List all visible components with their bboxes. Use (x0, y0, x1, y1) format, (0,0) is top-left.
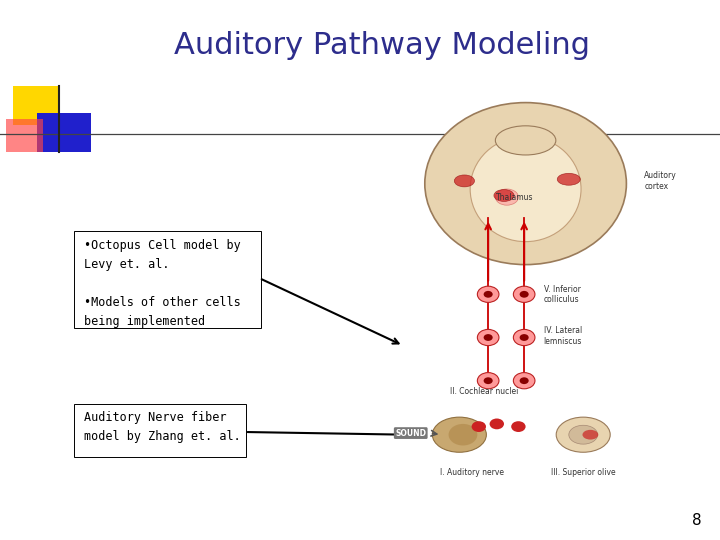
Text: IV. Lateral
lemniscus: IV. Lateral lemniscus (544, 326, 582, 346)
Circle shape (513, 329, 535, 346)
Circle shape (520, 377, 528, 384)
Bar (6, 119, 43, 152)
Ellipse shape (557, 173, 580, 185)
Ellipse shape (557, 417, 611, 453)
Text: Auditory
cortex: Auditory cortex (644, 171, 677, 191)
Text: Thalamus: Thalamus (496, 193, 534, 201)
Text: Auditory Nerve fiber
model by Zhang et. al.: Auditory Nerve fiber model by Zhang et. … (84, 411, 241, 443)
Bar (13, 86, 60, 125)
Ellipse shape (432, 417, 487, 453)
Circle shape (490, 418, 504, 429)
Ellipse shape (582, 430, 598, 440)
Ellipse shape (495, 189, 518, 205)
Text: III. Superior olive: III. Superior olive (551, 468, 616, 477)
Circle shape (484, 377, 492, 384)
Text: Auditory Pathway Modeling: Auditory Pathway Modeling (174, 31, 590, 60)
Ellipse shape (569, 426, 598, 444)
Circle shape (520, 291, 528, 298)
Text: 8: 8 (693, 513, 702, 528)
Text: SOUND: SOUND (395, 429, 426, 437)
Circle shape (513, 286, 535, 302)
Circle shape (484, 334, 492, 341)
Ellipse shape (449, 424, 477, 446)
Text: •Octopus Cell model by
Levy et. al.

•Models of other cells
being implemented: •Octopus Cell model by Levy et. al. •Mod… (84, 239, 241, 328)
Circle shape (472, 421, 486, 432)
FancyBboxPatch shape (74, 404, 246, 457)
Circle shape (513, 373, 535, 389)
Ellipse shape (495, 126, 556, 155)
FancyBboxPatch shape (74, 231, 261, 328)
Ellipse shape (494, 190, 514, 201)
Circle shape (477, 329, 499, 346)
Circle shape (511, 421, 526, 432)
Ellipse shape (454, 175, 474, 187)
Text: V. Inferior
colliculus: V. Inferior colliculus (544, 285, 580, 304)
Text: II. Cochlear nuclei: II. Cochlear nuclei (450, 387, 518, 396)
Ellipse shape (425, 103, 626, 265)
Ellipse shape (470, 137, 581, 241)
Text: I. Auditory nerve: I. Auditory nerve (440, 468, 503, 477)
Circle shape (520, 334, 528, 341)
Circle shape (477, 373, 499, 389)
Circle shape (484, 291, 492, 298)
Bar (37, 113, 91, 152)
Circle shape (477, 286, 499, 302)
